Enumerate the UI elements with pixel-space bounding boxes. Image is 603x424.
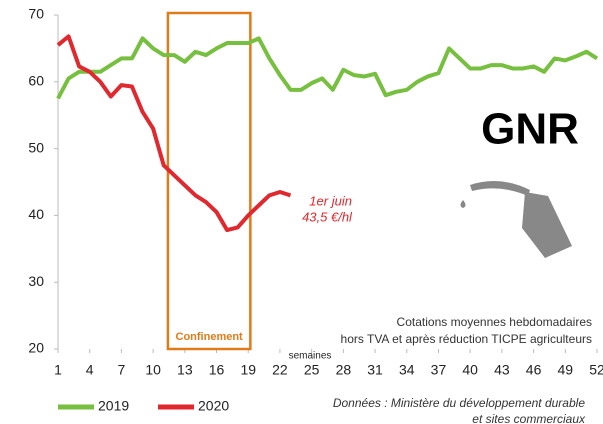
y-tick-label: 50 bbox=[28, 139, 44, 155]
source-line: Données : Ministère du développement dur… bbox=[333, 396, 585, 410]
x-tick-label: 7 bbox=[118, 362, 126, 378]
x-tick-label: 4 bbox=[86, 362, 94, 378]
chart-title: GNR bbox=[481, 105, 579, 154]
confinement-box bbox=[166, 11, 252, 351]
x-tick-label: 49 bbox=[558, 362, 574, 378]
x-tick-label: 22 bbox=[272, 362, 288, 378]
y-tick-label: 60 bbox=[28, 73, 44, 89]
x-tick-label: 1 bbox=[54, 362, 62, 378]
x-tick-label: 16 bbox=[209, 362, 225, 378]
x-tick-label: 34 bbox=[399, 362, 415, 378]
x-tick-label: 19 bbox=[240, 362, 256, 378]
x-axis-label: semaines bbox=[289, 351, 332, 362]
y-tick-label: 20 bbox=[28, 340, 44, 356]
legend-label: 2020 bbox=[198, 398, 229, 414]
legend-label: 2019 bbox=[98, 398, 129, 414]
series-line bbox=[56, 34, 292, 233]
y-tick-label: 70 bbox=[28, 6, 44, 22]
x-tick-label: 37 bbox=[431, 362, 447, 378]
y-tick-label: 30 bbox=[28, 273, 44, 289]
source-line: et sites commerciaux bbox=[472, 412, 586, 424]
x-tick-label: 10 bbox=[145, 362, 161, 378]
note-line: hors TVA et après réduction TICPE agricu… bbox=[341, 332, 592, 346]
x-tick-label: 40 bbox=[462, 362, 478, 378]
note-line: Cotations moyennes hebdomadaires bbox=[397, 315, 592, 329]
series-line bbox=[56, 36, 599, 100]
x-tick-label: 13 bbox=[177, 362, 193, 378]
x-tick-label: 31 bbox=[367, 362, 383, 378]
x-tick-label: 25 bbox=[304, 362, 320, 378]
x-tick-label: 46 bbox=[526, 362, 542, 378]
x-tick-label: 28 bbox=[336, 362, 352, 378]
y-tick-label: 40 bbox=[28, 206, 44, 222]
x-tick-label: 43 bbox=[494, 362, 510, 378]
confinement-label: Confinement bbox=[176, 331, 244, 343]
annotation: 1er juin bbox=[309, 193, 352, 208]
annotation: 43,5 €/hl bbox=[302, 209, 353, 224]
fuel-pump-icon bbox=[460, 181, 572, 258]
x-tick-label: 52 bbox=[589, 362, 603, 378]
